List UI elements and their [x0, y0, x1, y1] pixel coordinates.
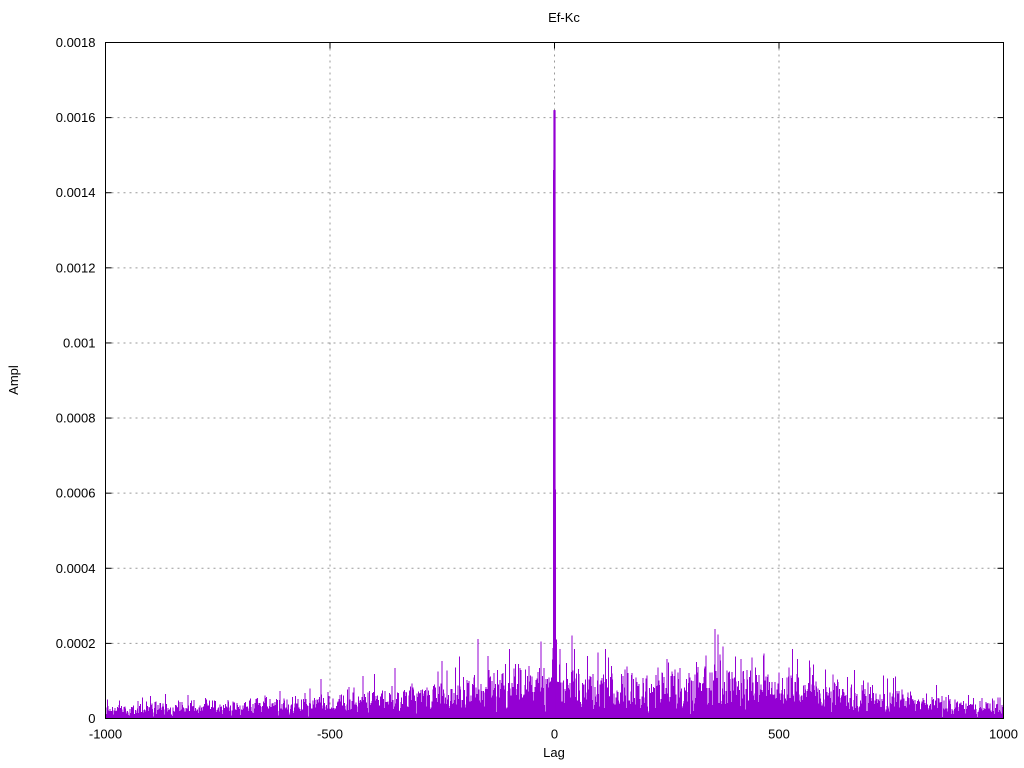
y-tick-label: 0.0016 — [56, 110, 96, 125]
y-tick-label: 0.0006 — [56, 486, 96, 501]
y-tick-label: 0.0008 — [56, 411, 96, 426]
x-axis-tick-labels: -1000 -500 0 500 1000 — [89, 727, 1018, 742]
x-tick-label: 0 — [551, 727, 558, 742]
y-tick-label: 0.0018 — [56, 35, 96, 50]
x-tick-label: 1000 — [989, 727, 1018, 742]
x-tick-label: -500 — [317, 727, 343, 742]
y-axis-tick-labels: 0 0.0002 0.0004 0.0006 0.0008 0.001 0.0012 0.00… — [56, 35, 96, 726]
y-tick-label: 0.0012 — [56, 260, 96, 275]
y-tick-label: 0.0004 — [56, 561, 96, 576]
y-tick-label: 0.0014 — [56, 185, 96, 200]
y-axis-title: Ampl — [6, 365, 21, 395]
x-axis-title: Lag — [543, 745, 565, 760]
y-tick-label: 0.0002 — [56, 636, 96, 651]
x-tick-label: 500 — [768, 727, 790, 742]
y-tick-label: 0 — [88, 711, 95, 726]
page-title: Ef-Kc — [548, 10, 580, 25]
y-tick-label: 0.001 — [63, 335, 96, 350]
plot-border — [105, 42, 1004, 719]
x-tick-label: -1000 — [89, 727, 122, 742]
